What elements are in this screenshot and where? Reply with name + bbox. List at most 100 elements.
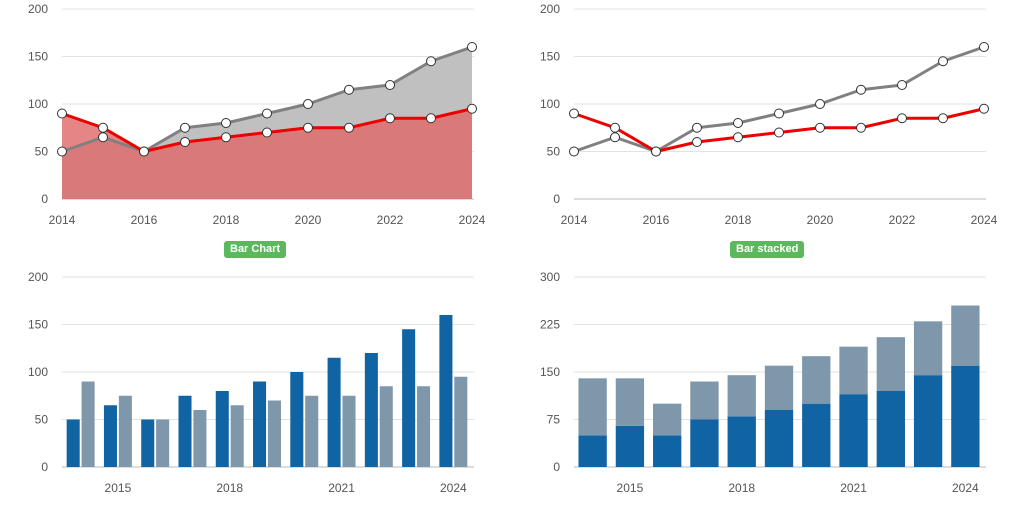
bar-series-1 bbox=[66, 419, 80, 467]
bar-series-2 bbox=[951, 305, 980, 366]
bar-series-2 bbox=[839, 346, 868, 395]
series-1-point bbox=[344, 84, 354, 95]
y-tick-label: 200 bbox=[28, 2, 48, 16]
bar-series-2 bbox=[578, 378, 607, 436]
x-tick-label: 2024 bbox=[440, 481, 467, 495]
x-tick-label: 2018 bbox=[725, 213, 752, 227]
series-1-point bbox=[98, 132, 108, 143]
x-tick-label: 2021 bbox=[840, 481, 867, 495]
bar-series-2 bbox=[305, 395, 319, 467]
bar-series-1 bbox=[615, 425, 645, 467]
y-tick-label: 200 bbox=[28, 270, 48, 284]
bar-chart-button[interactable]: Bar Chart bbox=[224, 241, 287, 258]
series-1-point bbox=[897, 80, 907, 90]
y-tick-label: 150 bbox=[540, 365, 560, 379]
bar-series-2 bbox=[876, 337, 905, 391]
series-2-point bbox=[856, 122, 866, 133]
series-1-point bbox=[569, 146, 579, 157]
bar-series-1 bbox=[290, 372, 304, 467]
y-tick-label: 0 bbox=[553, 192, 560, 206]
series-1-point bbox=[221, 118, 231, 128]
bar-series-2 bbox=[727, 375, 756, 417]
series-1-point bbox=[610, 132, 620, 143]
bar-series-2 bbox=[913, 321, 943, 376]
bar-series-2 bbox=[764, 365, 794, 410]
series-2-point bbox=[385, 113, 395, 124]
series-2-point bbox=[610, 122, 620, 133]
bar-series-2 bbox=[615, 378, 645, 426]
bar-stacked-button[interactable]: Bar stacked bbox=[730, 241, 805, 258]
x-tick-label: 2014 bbox=[561, 213, 588, 227]
series-1-point bbox=[385, 80, 395, 90]
series-2-point bbox=[774, 127, 784, 138]
x-tick-label: 2020 bbox=[807, 213, 834, 227]
series-2-area bbox=[62, 108, 472, 199]
series-1-point bbox=[467, 42, 477, 52]
bar-series-1 bbox=[764, 410, 794, 467]
bar-series-2 bbox=[118, 395, 132, 467]
y-tick-label: 75 bbox=[547, 413, 561, 427]
series-2-point bbox=[467, 103, 477, 114]
stacked-bar-chart: 0 75 150 225 300 2015 2018 2021 2024 bbox=[540, 270, 986, 495]
y-tick-label: 100 bbox=[540, 97, 560, 111]
x-tick-label: 2024 bbox=[459, 213, 486, 227]
bar-series-1 bbox=[913, 375, 943, 467]
bar-series-1 bbox=[364, 353, 378, 467]
series-2-point bbox=[221, 132, 231, 143]
x-tick-label: 2020 bbox=[295, 213, 322, 227]
bar-series-2 bbox=[81, 381, 95, 467]
series-2-point bbox=[733, 132, 743, 143]
series-2-point bbox=[180, 137, 190, 147]
bar-series-2 bbox=[267, 400, 281, 467]
bar-series-2 bbox=[342, 395, 356, 467]
series-1-point bbox=[856, 84, 866, 95]
series-2-point bbox=[344, 122, 354, 133]
bar-series-1 bbox=[802, 403, 831, 467]
series-2-point bbox=[303, 122, 313, 133]
y-tick-label: 50 bbox=[35, 413, 49, 427]
series-1-point bbox=[57, 146, 67, 157]
series-2-point bbox=[569, 108, 579, 119]
series-1-point bbox=[180, 122, 190, 133]
series-1-point bbox=[733, 118, 743, 128]
y-tick-label: 0 bbox=[41, 460, 48, 474]
bar-series-1 bbox=[653, 435, 682, 467]
x-tick-label: 2018 bbox=[213, 213, 240, 227]
bar-series-1 bbox=[215, 391, 229, 467]
grouped-bar-chart: 0 50 100 150 200 2015 2018 2021 2024 bbox=[28, 270, 474, 495]
x-tick-label: 2024 bbox=[952, 481, 979, 495]
bar-series-2 bbox=[653, 403, 682, 436]
x-tick-label: 2024 bbox=[971, 213, 998, 227]
series-2-point bbox=[262, 127, 272, 138]
x-tick-label: 2018 bbox=[728, 481, 755, 495]
x-tick-label: 2021 bbox=[328, 481, 355, 495]
bar-series-2 bbox=[156, 419, 170, 467]
area-chart: 0 50 100 150 200 2014 2016 2018 2020 2022 2024 bbox=[28, 2, 486, 227]
series-2-point bbox=[938, 113, 948, 124]
x-tick-label: 2015 bbox=[105, 481, 132, 495]
series-2-point bbox=[651, 146, 661, 157]
bar-series-1 bbox=[876, 391, 905, 467]
y-tick-label: 0 bbox=[41, 192, 48, 206]
series-2-point bbox=[139, 146, 149, 157]
series-2-point bbox=[692, 137, 702, 147]
y-tick-label: 100 bbox=[28, 97, 48, 111]
bar-series-1 bbox=[951, 365, 980, 467]
bar-series-2 bbox=[417, 386, 431, 467]
bar-series-1 bbox=[103, 405, 117, 467]
bar-series-2 bbox=[230, 405, 244, 467]
x-tick-label: 2014 bbox=[49, 213, 76, 227]
bar-series-1 bbox=[578, 435, 607, 467]
x-tick-label: 2018 bbox=[216, 481, 243, 495]
x-tick-label: 2016 bbox=[643, 213, 670, 227]
y-tick-label: 150 bbox=[28, 318, 48, 332]
bar-series-1 bbox=[253, 381, 267, 467]
y-tick-label: 100 bbox=[28, 365, 48, 379]
bar-series-1 bbox=[690, 419, 719, 467]
series-2-point bbox=[815, 122, 825, 133]
bar-series-2 bbox=[690, 381, 719, 420]
series-1-point bbox=[262, 108, 272, 119]
bar-series-2 bbox=[379, 386, 393, 467]
series-1-point bbox=[979, 42, 989, 52]
bar-series-1 bbox=[178, 395, 192, 467]
